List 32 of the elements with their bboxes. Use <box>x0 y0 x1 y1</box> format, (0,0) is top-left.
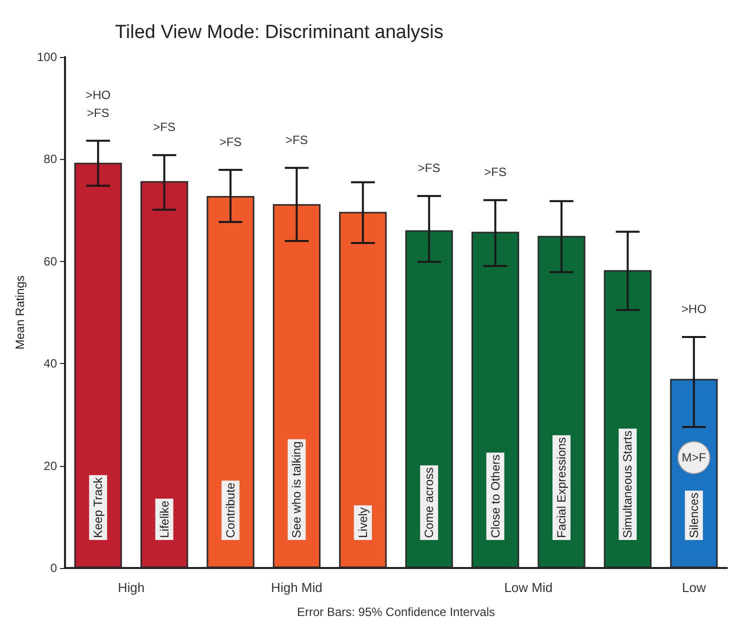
annotation: >FS <box>219 134 242 149</box>
x-tick-label: Keep Track <box>91 476 106 538</box>
x-tick-label: Close to Others <box>488 454 502 538</box>
annotation: M>F <box>682 450 706 465</box>
annotation: >FS <box>286 132 308 147</box>
text: Error Bars: 95% Confidence Intervals <box>296 605 496 619</box>
x-tick-label: Come across <box>422 467 436 538</box>
y-tick-label: 80 <box>44 152 58 166</box>
y-tick-label: 60 <box>44 254 58 268</box>
chart-title: Tiled View Mode: Discriminant analysis <box>115 22 444 43</box>
x-tick-label: See who is talking <box>290 441 304 538</box>
annotation: >FS <box>86 106 110 120</box>
text: Low Mid <box>504 580 553 595</box>
x-tick-label: Silences <box>686 492 701 538</box>
annotation: >FS <box>418 160 440 175</box>
text: Low <box>682 580 706 595</box>
x-tick-label: Lively <box>356 507 370 538</box>
annotation: >HO <box>681 302 706 316</box>
text: High Mid <box>271 580 322 595</box>
x-tick-label: Contribute <box>224 482 238 538</box>
x-tick-label: Lifelike <box>157 500 172 538</box>
y-tick-label: 100 <box>36 50 58 64</box>
annotation: >FS <box>153 120 176 134</box>
annotation: >HO <box>86 88 111 102</box>
annotation: >FS <box>484 165 506 180</box>
x-tick-label: Simultaneous Starts <box>620 430 635 538</box>
y-tick-label: 40 <box>44 356 58 371</box>
text: High <box>118 580 145 595</box>
x-tick-label: Facial Expressions <box>554 437 568 538</box>
y-axis-title: Mean Ratings <box>13 275 28 350</box>
y-tick-label: 20 <box>44 458 58 473</box>
y-tick-label: 0 <box>50 561 58 575</box>
